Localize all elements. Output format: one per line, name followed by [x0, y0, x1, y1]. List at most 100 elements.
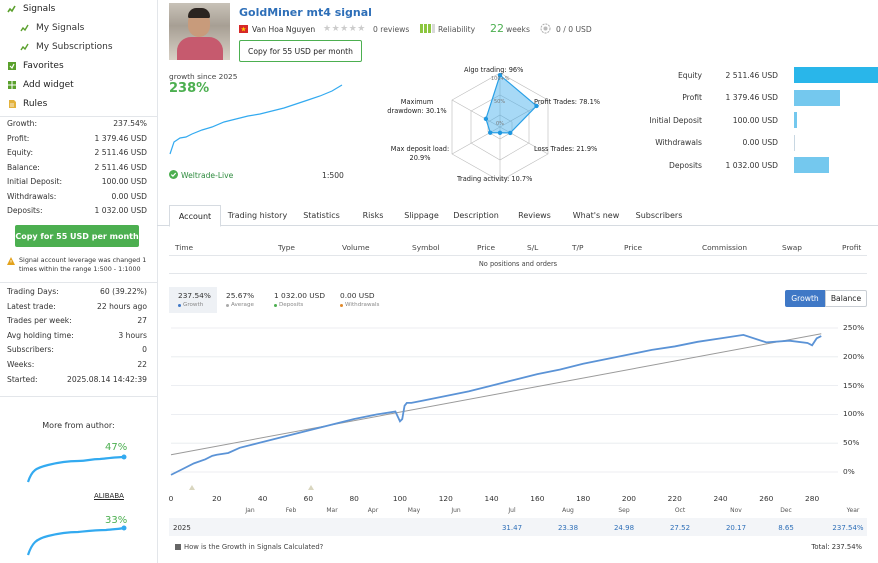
summary-bar-row: Equity 2 511.46 USD — [640, 67, 878, 83]
x-tick-label: 180 — [576, 494, 591, 503]
stat-row: Initial Deposit: 100.00 USD — [7, 177, 147, 186]
positions-header: Type — [278, 243, 295, 252]
nav-my-subscriptions[interactable]: My Subscriptions — [20, 42, 113, 52]
sidebar-copy-button[interactable]: Copy for 55 USD per month — [15, 225, 139, 247]
stat-row: Weeks: 22 — [7, 360, 147, 369]
radar-point — [497, 72, 503, 78]
stat-value: 27 — [137, 316, 147, 326]
growth-since-label: growth since 2025 — [169, 72, 238, 81]
month-tick-label: May — [407, 507, 421, 514]
stat-row: Withdrawals: 0.00 USD — [7, 192, 147, 201]
positions-header: Swap — [782, 243, 802, 252]
legend-label: Deposits — [279, 302, 304, 308]
author-photo — [169, 3, 230, 60]
author-signal-name-2[interactable]: ALIBABA — [94, 492, 124, 500]
stat-value: 22 — [137, 360, 147, 369]
legend-value: 1 032.00 USD — [274, 291, 326, 300]
tab-3[interactable]: Risks — [362, 210, 384, 220]
tab-2[interactable]: Statistics — [303, 210, 340, 220]
stat-label: Withdrawals: — [7, 191, 57, 201]
summary-bar — [794, 89, 840, 106]
broker-name[interactable]: Weltrade-Live — [181, 171, 234, 180]
legend-item: Withdrawals — [340, 302, 379, 308]
stat-value: 0 — [142, 345, 147, 355]
y-tick-label: 250% — [843, 323, 865, 332]
stat-value: 1 032.00 USD — [94, 206, 147, 215]
nav-favorites[interactable]: Favorites — [7, 61, 64, 71]
chart-toggle-growth[interactable]: Growth — [785, 290, 825, 307]
header-copy-button[interactable]: Copy for 55 USD per month — [239, 40, 362, 62]
stat-label: Deposits: — [7, 206, 43, 215]
stat-value: 100.00 USD — [101, 177, 147, 186]
legend-label: Average — [231, 302, 254, 308]
stat-label: Initial Deposit: — [7, 177, 63, 186]
year-row-year: 2025 — [173, 524, 191, 532]
year-row-value: 20.17 — [725, 524, 747, 532]
nav-signals[interactable]: Signals — [7, 4, 55, 14]
x-tick-label: 140 — [484, 494, 499, 503]
legend-item: Growth — [178, 302, 203, 308]
positions-header: Profit — [842, 243, 862, 252]
legend-growth-box[interactable] — [169, 287, 217, 313]
author-signal-sparkline-1[interactable] — [26, 448, 130, 484]
growth-sparkline[interactable] — [168, 82, 346, 158]
y-tick-label: 200% — [843, 351, 865, 361]
sidebar-divider-2 — [0, 282, 157, 283]
nav-add-widget[interactable]: Add widget — [7, 80, 74, 90]
month-tick-label: Oct — [674, 507, 686, 514]
x-tick-label: 260 — [759, 494, 774, 503]
nav-my-signals[interactable]: My Signals — [20, 23, 84, 33]
leverage-note: Signal account leverage was changed 1 ti… — [7, 256, 153, 274]
tab-8[interactable]: Subscribers — [635, 210, 683, 220]
x-tick-label: 80 — [349, 494, 359, 503]
sidebar-divider — [0, 116, 157, 117]
author-signal-sparkline-2[interactable] — [26, 521, 130, 557]
month-tick-label: Nov — [730, 507, 742, 514]
stat-value: 2 511.46 USD — [94, 148, 147, 157]
tab-6[interactable]: Reviews — [518, 210, 551, 220]
growth-calculation-link[interactable]: How is the Growth in Signals Calculated? — [184, 543, 324, 551]
x-tick-label: 40 — [257, 494, 268, 503]
year-row-value: 23.38 — [557, 524, 579, 532]
radar-point — [497, 130, 503, 135]
stat-value: 2025.08.14 14:42:39 — [67, 374, 147, 384]
page-title: GoldMiner mt4 signal — [239, 6, 372, 19]
sidebar-divider-3 — [0, 396, 157, 397]
stat-label: Weeks: — [7, 360, 35, 369]
radar-ring-50: 50% — [494, 99, 506, 105]
positions-header: Volume — [342, 243, 370, 252]
reliability-bars-icon — [420, 24, 435, 33]
tab-0[interactable]: Account — [169, 205, 221, 227]
stat-row: Avg holding time: 3 hours — [7, 331, 147, 340]
legend-label: Withdrawals — [345, 302, 380, 308]
tab-4[interactable]: Slippage — [404, 210, 439, 220]
stat-row: Latest trade: 22 hours ago — [7, 302, 147, 311]
broker-verified-icon — [169, 170, 178, 179]
month-tick-label: Aug — [562, 507, 574, 514]
author-name[interactable]: Van Hoa Nguyen — [252, 25, 316, 34]
positions-header: Price — [477, 243, 496, 252]
rating-stars-icon: ★★★★★ — [323, 24, 366, 34]
radar-profit-trades-label: Profit Trades: 78.1% — [534, 98, 601, 106]
radar-point — [534, 103, 539, 109]
sidebar — [0, 0, 158, 563]
signals-icon — [7, 5, 16, 13]
widget-icon — [8, 81, 16, 89]
growth-since-value: 238% — [169, 81, 210, 96]
nav-my-signals-label: My Signals — [36, 23, 85, 33]
leverage-value: 1:500 — [322, 171, 344, 180]
radar-point — [488, 130, 493, 135]
positions-header-line — [169, 255, 867, 256]
chart-toggle-balance[interactable]: Balance — [825, 290, 867, 307]
tab-5[interactable]: Description — [453, 210, 499, 220]
tab-1[interactable]: Trading history — [227, 210, 288, 220]
stat-label: Trades per week: — [7, 316, 72, 326]
radar-chart — [451, 72, 549, 182]
tab-7[interactable]: What's new — [572, 210, 620, 220]
legend-dot — [274, 303, 277, 307]
legend-dot — [178, 303, 181, 307]
reviews-count[interactable]: 0 reviews — [373, 25, 410, 34]
nav-rules[interactable]: Rules — [7, 99, 47, 109]
summary-bar — [794, 134, 795, 151]
